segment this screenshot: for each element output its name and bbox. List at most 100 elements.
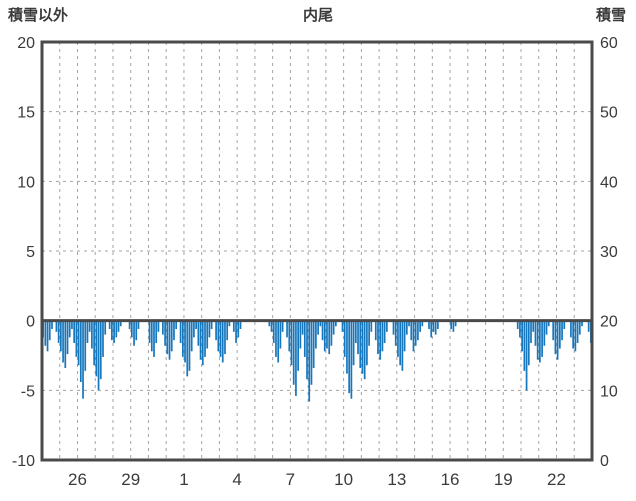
- bar: [277, 320, 280, 363]
- right-axis-tick-label: 30: [600, 244, 618, 261]
- bar: [315, 320, 317, 349]
- bar: [299, 320, 302, 349]
- x-axis-tick-label: 29: [121, 470, 140, 489]
- bar: [421, 320, 424, 327]
- bar: [237, 320, 240, 338]
- bar: [193, 320, 195, 338]
- bar: [343, 320, 346, 357]
- bar: [574, 320, 577, 352]
- bar: [115, 320, 118, 338]
- bar: [403, 320, 406, 352]
- x-axis-tick-label: 19: [494, 470, 513, 489]
- bar: [232, 320, 235, 332]
- bar: [397, 320, 399, 357]
- bar: [179, 320, 182, 343]
- bar: [323, 320, 326, 352]
- bar: [547, 320, 550, 327]
- left-axis-tick-label: 5: [26, 244, 35, 261]
- bar: [62, 320, 64, 363]
- bar: [48, 320, 51, 341]
- bar: [297, 320, 300, 371]
- bar: [357, 320, 359, 355]
- x-axis-tick-label: 7: [286, 470, 295, 489]
- bar: [536, 320, 539, 360]
- bar: [541, 320, 543, 357]
- bar: [306, 320, 308, 380]
- bar: [379, 320, 382, 360]
- bar: [188, 320, 191, 371]
- bar: [130, 320, 133, 338]
- bar: [153, 320, 155, 357]
- bar: [341, 320, 344, 332]
- bar: [394, 320, 397, 346]
- bar: [168, 320, 171, 360]
- bar: [91, 320, 93, 349]
- bar: [226, 320, 229, 341]
- bar: [173, 320, 175, 341]
- bar: [155, 320, 158, 343]
- bar: [361, 320, 364, 374]
- chart-title: 内尾: [302, 7, 334, 24]
- bar: [175, 320, 178, 330]
- bar: [301, 320, 304, 335]
- bar: [545, 320, 548, 335]
- bar: [113, 320, 115, 343]
- bar: [383, 320, 386, 343]
- bar: [330, 320, 333, 346]
- bar: [270, 320, 273, 332]
- bar: [408, 320, 410, 327]
- bar: [71, 320, 73, 330]
- bar: [587, 320, 590, 332]
- bar: [51, 320, 53, 330]
- left-axis-tick-label: 10: [17, 174, 35, 191]
- bar: [516, 320, 519, 330]
- bar: [410, 320, 413, 341]
- bar: [374, 320, 377, 341]
- bar: [55, 320, 58, 332]
- bar: [519, 320, 521, 338]
- bar: [88, 320, 91, 332]
- x-axis-tick-label: 22: [547, 470, 566, 489]
- bar: [108, 320, 111, 330]
- bar: [521, 320, 523, 352]
- bar: [414, 320, 417, 346]
- bar: [381, 320, 384, 352]
- left-axis-tick-label: -10: [12, 453, 35, 470]
- bar: [295, 320, 297, 396]
- bar: [170, 320, 173, 352]
- bar: [117, 320, 120, 332]
- bar: [527, 320, 530, 366]
- bar: [181, 320, 184, 357]
- bar: [348, 320, 351, 394]
- bar: [137, 320, 140, 330]
- bar: [286, 320, 288, 338]
- right-axis-tick-label: 60: [600, 35, 618, 52]
- bar: [235, 320, 237, 343]
- bar: [201, 320, 204, 366]
- bar: [554, 320, 557, 355]
- bar: [197, 320, 200, 346]
- bar: [346, 320, 348, 374]
- bar: [195, 320, 197, 330]
- bar: [319, 320, 322, 327]
- bar: [228, 320, 231, 327]
- bar: [150, 320, 153, 352]
- bar: [326, 320, 328, 349]
- bar: [450, 320, 453, 330]
- bar: [164, 320, 166, 346]
- bar: [95, 320, 98, 377]
- bar: [377, 320, 379, 355]
- bar: [570, 320, 572, 338]
- bar-series: [42, 320, 592, 402]
- bar: [412, 320, 415, 352]
- bar: [386, 320, 388, 332]
- x-axis-tick-label: 16: [441, 470, 460, 489]
- bar: [419, 320, 421, 332]
- bar: [392, 320, 395, 335]
- bar: [75, 320, 78, 357]
- bar: [93, 320, 95, 366]
- bar: [350, 320, 353, 399]
- bar: [135, 320, 138, 341]
- x-axis-tick-label: 1: [179, 470, 188, 489]
